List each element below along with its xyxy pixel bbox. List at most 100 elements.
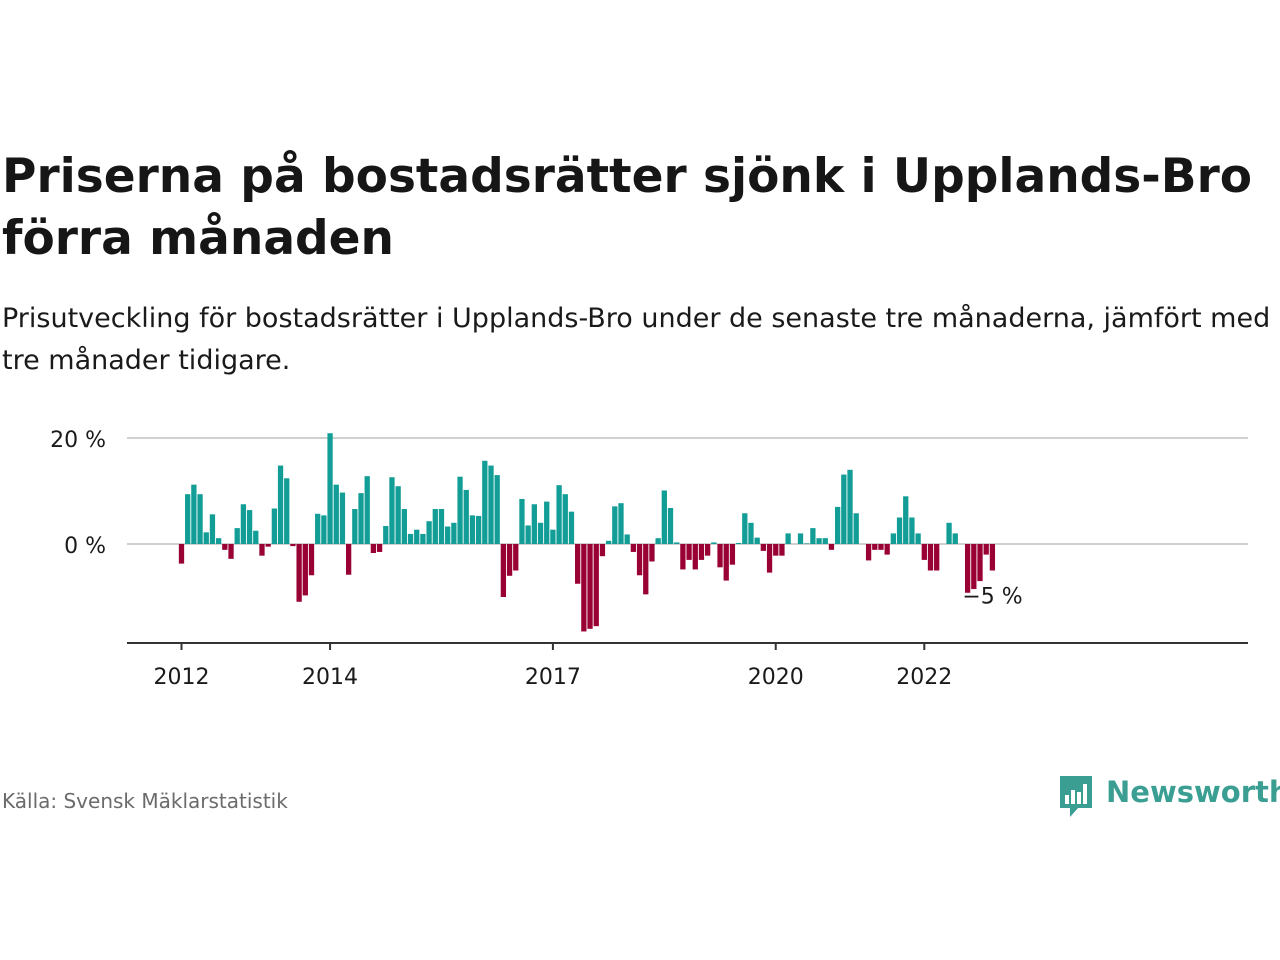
bar bbox=[934, 544, 940, 571]
x-tick-label: 2017 bbox=[525, 665, 581, 690]
bar bbox=[234, 528, 240, 544]
chart-title: Priserna på bostadsrätter sjönk i Upplan… bbox=[2, 149, 1253, 266]
bar bbox=[407, 533, 414, 544]
bar bbox=[630, 544, 637, 552]
bar bbox=[903, 496, 909, 544]
bar bbox=[420, 533, 426, 544]
bar bbox=[655, 538, 661, 544]
bar bbox=[754, 537, 760, 544]
bar bbox=[209, 514, 216, 544]
bar bbox=[686, 544, 692, 560]
bar bbox=[544, 501, 550, 544]
bar bbox=[872, 544, 878, 550]
bar bbox=[785, 533, 791, 544]
bar bbox=[599, 544, 606, 557]
bar bbox=[748, 522, 754, 544]
bar bbox=[779, 544, 785, 556]
bar bbox=[457, 476, 463, 544]
bar bbox=[271, 508, 277, 544]
newsworthy-logo-icon bbox=[1060, 776, 1092, 817]
bar bbox=[847, 469, 853, 544]
bar bbox=[185, 494, 191, 544]
bar bbox=[475, 515, 482, 544]
bar bbox=[389, 477, 395, 544]
bar bbox=[178, 544, 185, 564]
bar bbox=[717, 544, 723, 568]
bar bbox=[290, 544, 296, 547]
bar bbox=[884, 544, 890, 555]
bar bbox=[265, 544, 271, 547]
bar bbox=[488, 465, 494, 544]
bar bbox=[624, 534, 630, 544]
bar bbox=[853, 513, 859, 544]
bar bbox=[550, 529, 556, 544]
bar bbox=[729, 544, 736, 565]
bar bbox=[723, 544, 729, 581]
bar bbox=[203, 532, 209, 544]
bar bbox=[302, 544, 308, 596]
newsworthy-logo: Newsworthy bbox=[1058, 772, 1280, 820]
chart-subtitle: Prisutveckling för bostadsrätter i Uppla… bbox=[2, 303, 1271, 376]
bar bbox=[426, 521, 432, 544]
bar bbox=[760, 544, 767, 551]
bar bbox=[321, 515, 327, 544]
bar bbox=[692, 544, 698, 570]
bar bbox=[537, 522, 544, 544]
bar bbox=[345, 544, 352, 575]
bar bbox=[339, 492, 346, 544]
bar bbox=[284, 478, 290, 544]
bar bbox=[228, 544, 234, 559]
bar bbox=[865, 544, 872, 561]
bar bbox=[841, 474, 847, 544]
bar bbox=[587, 544, 593, 629]
bar bbox=[605, 540, 612, 544]
bar bbox=[618, 503, 624, 544]
bar bbox=[674, 542, 680, 544]
bar bbox=[797, 533, 804, 544]
bar bbox=[705, 544, 711, 556]
bar bbox=[197, 494, 203, 544]
x-tick-label: 2020 bbox=[748, 665, 804, 690]
bar bbox=[667, 507, 674, 544]
bar bbox=[315, 513, 321, 544]
source-note: Källa: Svensk Mäklarstatistik bbox=[2, 789, 288, 813]
bar bbox=[927, 544, 934, 571]
bar bbox=[494, 475, 500, 544]
bar bbox=[878, 544, 884, 550]
bar bbox=[482, 460, 488, 544]
bar bbox=[296, 544, 302, 602]
bar bbox=[277, 465, 284, 544]
bar bbox=[983, 544, 989, 555]
bar bbox=[822, 538, 828, 544]
bar bbox=[333, 484, 339, 544]
bar bbox=[519, 498, 525, 544]
y-tick-label: 20 % bbox=[50, 428, 106, 453]
bar bbox=[698, 544, 705, 560]
bar bbox=[556, 485, 562, 544]
bar bbox=[308, 544, 315, 576]
bar bbox=[921, 544, 927, 560]
bar bbox=[828, 544, 835, 550]
bar bbox=[952, 533, 958, 544]
bar bbox=[513, 544, 519, 571]
bar bbox=[612, 506, 618, 544]
bar bbox=[909, 517, 915, 544]
bar bbox=[432, 509, 438, 544]
bar bbox=[896, 517, 903, 544]
bar bbox=[246, 510, 253, 544]
bar bbox=[438, 509, 445, 544]
bar bbox=[575, 544, 581, 584]
bar bbox=[327, 433, 333, 544]
brand-name: Newsworthy bbox=[1106, 775, 1280, 809]
bar bbox=[680, 544, 686, 570]
bar bbox=[964, 544, 971, 593]
bar bbox=[395, 486, 401, 544]
bar bbox=[253, 530, 259, 544]
bar bbox=[649, 544, 655, 562]
x-tick-label: 2012 bbox=[154, 665, 210, 690]
bar bbox=[445, 526, 451, 544]
bar bbox=[259, 544, 265, 556]
bar bbox=[816, 538, 822, 544]
last-value-label: −5 % bbox=[962, 585, 1022, 610]
bar bbox=[593, 544, 599, 627]
